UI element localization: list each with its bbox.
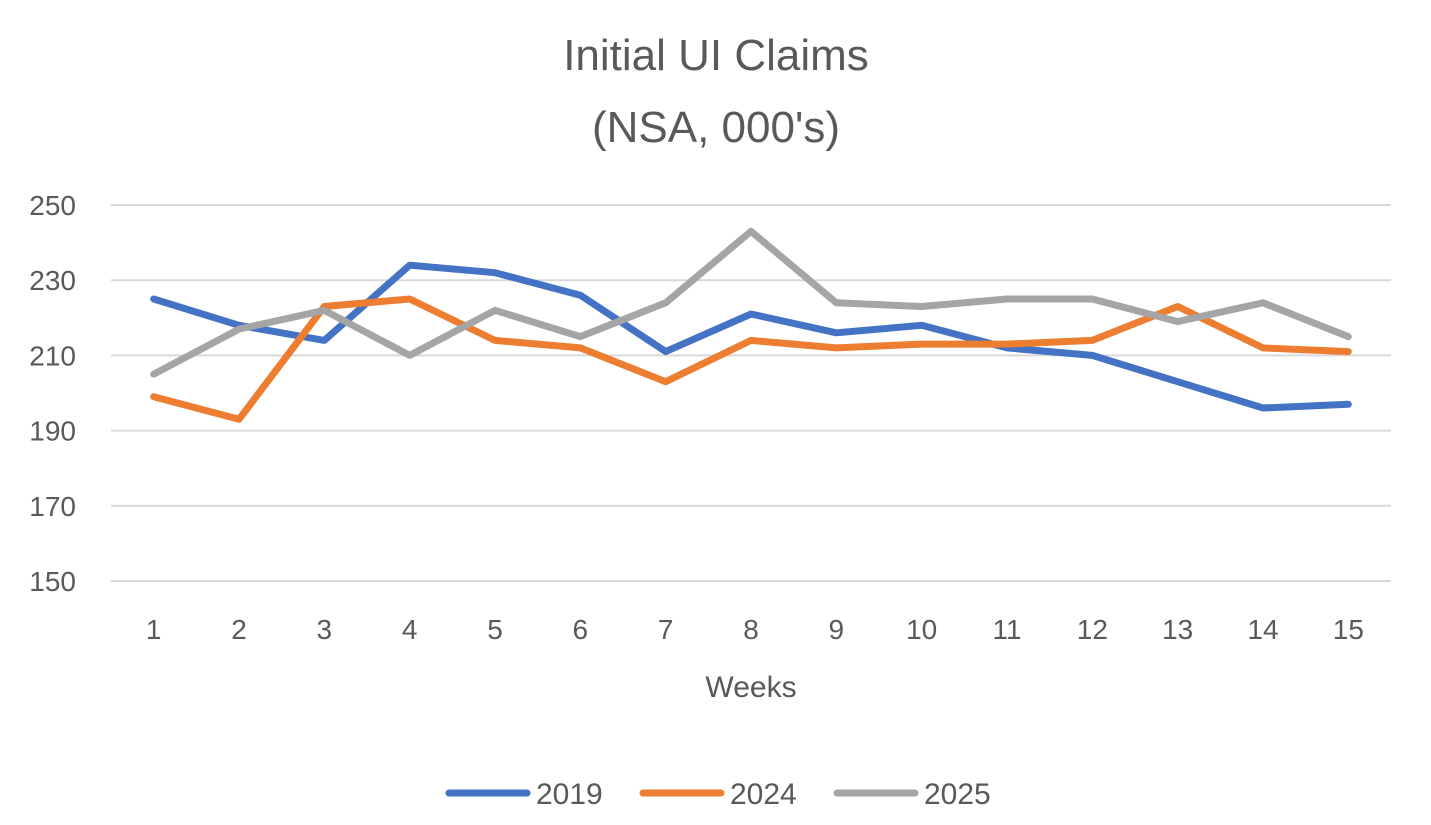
- x-tick-label: 14: [1247, 614, 1278, 645]
- x-tick-label: 4: [402, 614, 418, 645]
- x-tick-label: 10: [906, 614, 937, 645]
- y-tick-label: 190: [29, 416, 76, 447]
- chart-title: Initial UI Claims: [563, 31, 869, 80]
- y-tick-label: 230: [29, 265, 76, 296]
- series-lines: [150, 227, 1352, 423]
- x-tick-label: 2: [231, 614, 247, 645]
- legend: 2019 2024 2025: [445, 778, 991, 811]
- x-tick-label: 9: [829, 614, 845, 645]
- y-tick-label: 210: [29, 340, 76, 371]
- series-line-2025: [150, 227, 1352, 378]
- gridlines: [111, 204, 1391, 582]
- x-tick-label: 3: [317, 614, 333, 645]
- x-tick-label: 6: [573, 614, 589, 645]
- x-tick-label: 13: [1162, 614, 1193, 645]
- legend-label-2019: 2019: [536, 778, 603, 811]
- y-tick-label: 250: [29, 190, 76, 221]
- legend-label-2025: 2025: [924, 778, 991, 811]
- x-tick-label: 1: [146, 614, 162, 645]
- x-axis-ticks: 1 2 3 4 5 6 7 8 9 10 11 12 13 14 15: [146, 614, 1364, 645]
- series-line-2019: [150, 261, 1352, 412]
- x-tick-label: 7: [658, 614, 674, 645]
- legend-label-2024: 2024: [730, 778, 797, 811]
- x-tick-label: 11: [992, 614, 1021, 645]
- x-tick-label: 8: [743, 614, 759, 645]
- series-line-2024: [150, 295, 1352, 423]
- chart-subtitle: (NSA, 000's): [592, 103, 840, 152]
- y-axis-ticks: 150 170 190 210 230 250: [29, 190, 76, 597]
- x-tick-label: 5: [487, 614, 503, 645]
- x-tick-label: 12: [1077, 614, 1108, 645]
- x-tick-label: 15: [1333, 614, 1364, 645]
- y-tick-label: 150: [29, 566, 76, 597]
- x-axis-title: Weeks: [705, 671, 796, 704]
- y-tick-label: 170: [29, 491, 76, 522]
